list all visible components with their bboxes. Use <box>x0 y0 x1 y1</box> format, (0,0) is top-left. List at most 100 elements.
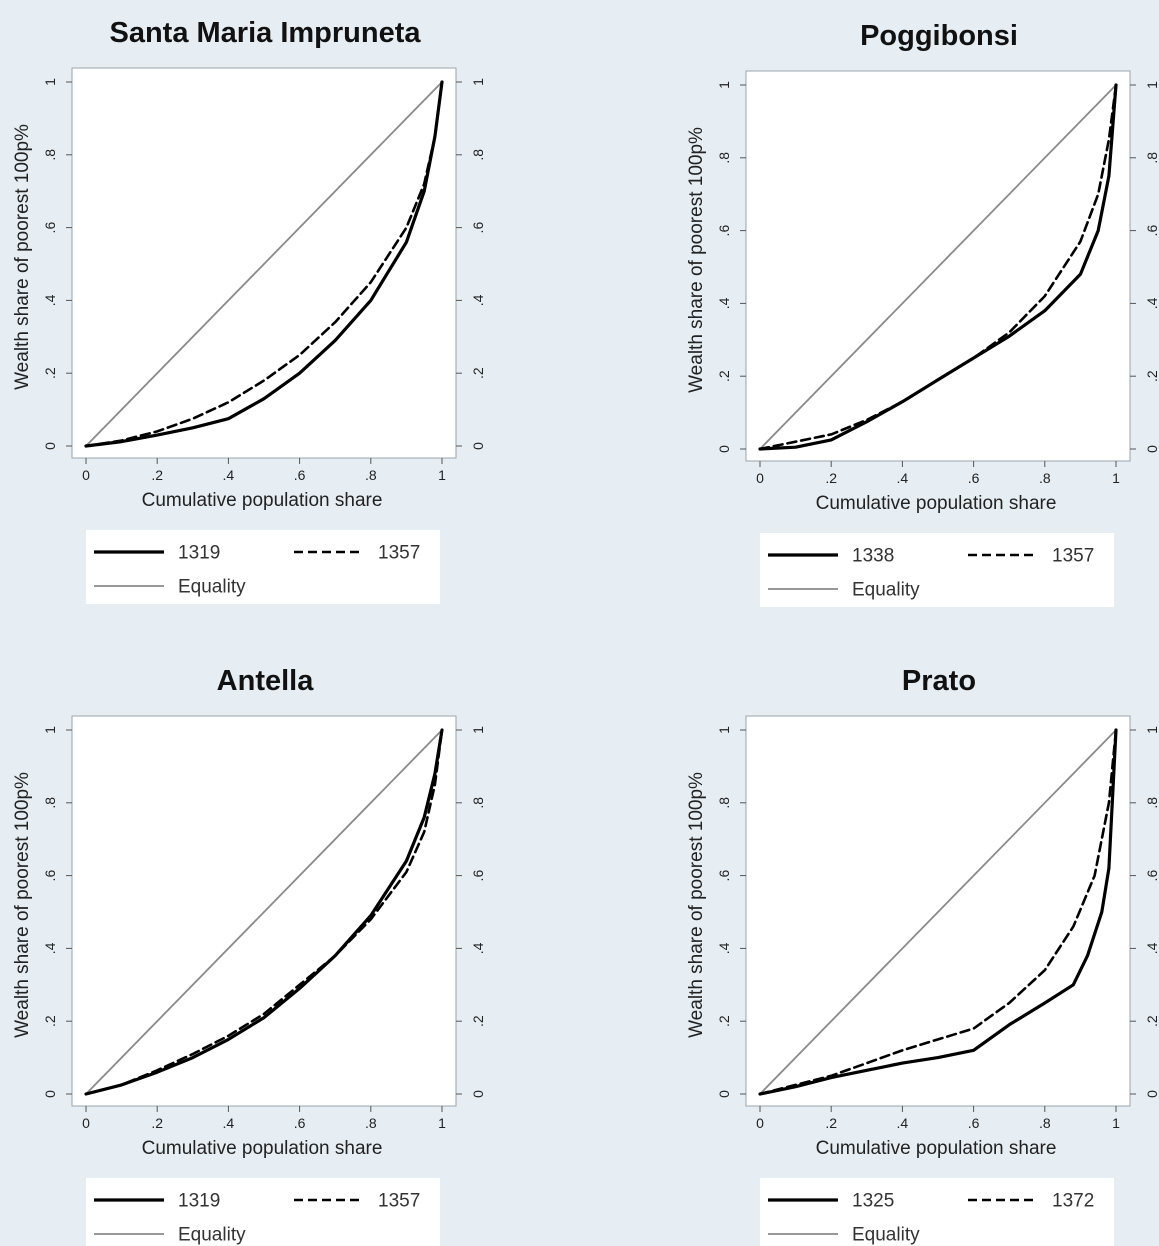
y-tick-label-left: 1 <box>42 78 58 86</box>
legend-label-1325: 1325 <box>852 1191 894 1212</box>
y-tick-label-left: 0 <box>716 1090 732 1098</box>
y-axis-title: Wealth share of poorest 100p% <box>12 124 33 390</box>
y-tick-label-left: .8 <box>42 797 58 809</box>
y-tick-label-left: .4 <box>42 294 58 306</box>
x-tick-label: 1 <box>1112 1115 1120 1131</box>
y-tick-label-left: .8 <box>716 152 732 164</box>
y-tick-label-left: .8 <box>42 149 58 161</box>
chart-title: Santa Maria Impruneta <box>109 17 421 49</box>
x-tick-label: .8 <box>1039 1115 1051 1131</box>
x-tick-label: .2 <box>151 467 163 483</box>
y-axis-title: Wealth share of poorest 100p% <box>12 772 33 1038</box>
series-line-equality <box>85 729 443 1095</box>
legend-label-1338: 1338 <box>852 546 894 567</box>
y-tick-label-left: 0 <box>42 442 58 450</box>
y-tick-label-right: .8 <box>470 149 486 161</box>
y-tick-label-right: 0 <box>470 1090 486 1098</box>
y-tick-label-left: 0 <box>42 1090 58 1098</box>
series-line-equality <box>759 729 1117 1095</box>
chart-panel: Prato 0 0 0 .2 .2 .2 .4 .4 .4 .6 .6 .6 .8 .8 .8 1 1 1 Cumul… <box>686 665 1159 1246</box>
y-tick-label-right: .2 <box>1144 370 1159 382</box>
y-tick-label-right: .4 <box>1144 942 1159 954</box>
x-tick-label: .2 <box>151 1115 163 1131</box>
series-line-1338 <box>758 83 1118 451</box>
y-axis-title: Wealth share of poorest 100p% <box>686 772 707 1038</box>
chart-title: Prato <box>902 665 976 697</box>
x-tick-label: 0 <box>756 470 764 486</box>
y-tick-label-right: .6 <box>1144 870 1159 882</box>
x-tick-label: .6 <box>968 470 980 486</box>
chart-title: Poggibonsi <box>860 20 1018 52</box>
legend-box <box>86 1178 440 1246</box>
y-tick-label-left: .2 <box>42 367 58 379</box>
x-tick-label: .2 <box>825 1115 837 1131</box>
y-tick-label-right: 0 <box>1144 445 1159 453</box>
x-tick-label: 1 <box>1112 470 1120 486</box>
series-line-1319 <box>84 80 444 448</box>
series-line-equality <box>759 84 1117 450</box>
x-axis-title: Cumulative population share <box>142 490 383 511</box>
legend-label-equality: Equality <box>178 577 246 598</box>
x-tick-label: .8 <box>365 467 377 483</box>
series-line-1357 <box>758 83 1118 451</box>
series-line-1357 <box>84 728 444 1096</box>
x-axis-title: Cumulative population share <box>816 1138 1057 1159</box>
y-tick-label-right: .2 <box>470 1015 486 1027</box>
y-tick-label-left: 1 <box>716 726 732 734</box>
y-tick-label-right: .6 <box>470 222 486 234</box>
x-tick-label: .4 <box>223 467 235 483</box>
legend-label-equality: Equality <box>852 1225 920 1246</box>
y-tick-label-right: 0 <box>470 442 486 450</box>
y-tick-label-right: 1 <box>1144 81 1159 89</box>
chart-panel: Antella 0 0 0 .2 .2 .2 .4 .4 .4 .6 .6 .6 .8 .8 .8 1 1 1 Cum… <box>12 665 486 1246</box>
legend-label-equality: Equality <box>178 1225 246 1246</box>
x-tick-label: .4 <box>897 470 909 486</box>
y-tick-label-right: .4 <box>1144 297 1159 309</box>
legend-label-1319: 1319 <box>178 1191 220 1212</box>
x-tick-label: 0 <box>82 467 90 483</box>
y-tick-label-right: .2 <box>1144 1015 1159 1027</box>
x-tick-label: .4 <box>223 1115 235 1131</box>
y-tick-label-right: 1 <box>470 726 486 734</box>
chart-title: Antella <box>217 665 315 697</box>
y-tick-label-left: .4 <box>716 297 732 309</box>
y-tick-label-right: .6 <box>1144 225 1159 237</box>
series-line-1357 <box>84 80 444 448</box>
y-tick-label-left: 0 <box>716 445 732 453</box>
series-line-1372 <box>758 728 1118 1096</box>
x-axis-title: Cumulative population share <box>142 1138 383 1159</box>
y-tick-label-left: .4 <box>42 942 58 954</box>
legend-box <box>86 530 440 604</box>
series-line-1319 <box>84 728 444 1096</box>
y-tick-label-left: .2 <box>716 1015 732 1027</box>
x-tick-label: .2 <box>825 470 837 486</box>
y-tick-label-right: .4 <box>470 942 486 954</box>
y-tick-label-right: .4 <box>470 294 486 306</box>
x-tick-label: .6 <box>968 1115 980 1131</box>
x-tick-label: .6 <box>294 467 306 483</box>
x-tick-label: .8 <box>365 1115 377 1131</box>
y-tick-label-right: 1 <box>470 78 486 86</box>
y-tick-label-right: .8 <box>1144 797 1159 809</box>
y-tick-label-right: .6 <box>470 870 486 882</box>
y-tick-label-left: .2 <box>716 370 732 382</box>
y-tick-label-left: .6 <box>716 225 732 237</box>
series-line-1325 <box>758 728 1118 1096</box>
legend-label-1372: 1372 <box>1052 1191 1094 1212</box>
legend-label-1357: 1357 <box>378 1191 420 1212</box>
x-tick-label: 0 <box>756 1115 764 1131</box>
x-tick-label: .4 <box>897 1115 909 1131</box>
x-tick-label: 0 <box>82 1115 90 1131</box>
y-tick-label-right: .2 <box>470 367 486 379</box>
y-tick-label-right: 1 <box>1144 726 1159 734</box>
y-tick-label-left: .6 <box>716 870 732 882</box>
y-tick-label-left: .4 <box>716 942 732 954</box>
chart-panel: Santa Maria Impruneta 0 0 0 .2 .2 .2 .4 .4 .4 .6 .6… <box>12 17 486 604</box>
legend-label-1357: 1357 <box>378 543 420 564</box>
y-tick-label-left: .6 <box>42 870 58 882</box>
series-line-equality <box>85 81 443 447</box>
x-axis-title: Cumulative population share <box>816 493 1057 514</box>
legend-label-1357: 1357 <box>1052 546 1094 567</box>
legend-box <box>760 1178 1114 1246</box>
